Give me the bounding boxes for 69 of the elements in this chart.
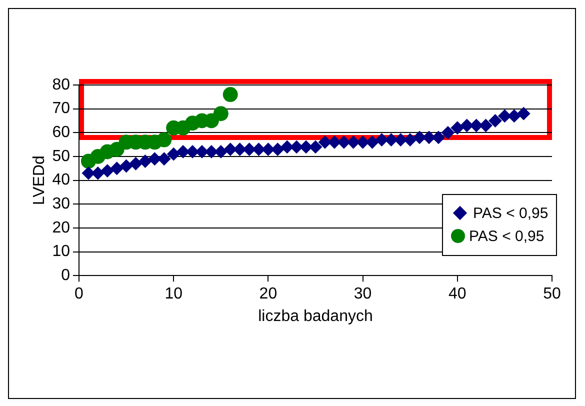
point	[156, 132, 172, 148]
point	[120, 160, 133, 173]
y-tick-label: 40	[52, 172, 70, 189]
point	[479, 119, 492, 132]
point	[517, 107, 530, 120]
point	[91, 166, 104, 180]
point	[300, 140, 313, 154]
point	[224, 142, 237, 156]
point	[280, 140, 294, 154]
point	[110, 162, 124, 175]
point	[384, 133, 398, 146]
x-axis-title: liczba badanych	[258, 308, 373, 325]
point	[404, 133, 417, 146]
point	[394, 133, 408, 146]
point	[82, 166, 95, 180]
point	[337, 136, 350, 149]
legend-label: PAS < 0,95	[473, 204, 548, 222]
x-tick-label: 50	[543, 286, 561, 303]
point	[167, 148, 180, 161]
point	[195, 145, 208, 158]
point	[271, 142, 284, 156]
point	[148, 152, 162, 166]
point	[214, 145, 228, 158]
point	[262, 142, 275, 156]
point	[222, 87, 238, 102]
point	[498, 109, 512, 122]
y-tick-label: 60	[52, 124, 70, 142]
point	[176, 145, 190, 158]
point	[508, 109, 521, 122]
point	[158, 152, 171, 166]
x-tick-label: 0	[74, 286, 84, 303]
point	[233, 142, 246, 156]
point	[204, 145, 218, 158]
point	[242, 142, 256, 156]
x-tick-label: 30	[354, 286, 372, 303]
point	[290, 140, 304, 154]
point	[470, 119, 483, 132]
y-tick-label: 10	[52, 243, 70, 260]
point	[413, 130, 426, 144]
point	[138, 154, 152, 168]
y-tick-label: 20	[52, 219, 70, 236]
point	[375, 133, 388, 146]
point	[252, 142, 266, 156]
point	[129, 157, 142, 170]
point	[422, 130, 436, 144]
point	[488, 114, 502, 128]
point	[318, 136, 332, 149]
point	[366, 136, 379, 149]
y-tick-label: 70	[52, 100, 70, 118]
y-tick-label: 80	[52, 76, 70, 94]
point	[186, 145, 200, 158]
point	[441, 126, 454, 140]
x-tick-label: 20	[259, 286, 278, 303]
y-tick-label: 50	[52, 148, 70, 165]
y-tick-label: 0	[61, 267, 70, 284]
point	[356, 136, 370, 149]
point	[309, 140, 322, 154]
y-tick-label: 30	[52, 196, 70, 213]
point	[100, 164, 114, 178]
point	[346, 136, 360, 149]
point	[460, 119, 474, 132]
point	[432, 130, 445, 144]
x-tick-label: 10	[164, 286, 183, 303]
point	[450, 121, 464, 134]
x-tick-label: 40	[448, 286, 466, 303]
point	[328, 136, 341, 149]
y-axis-title: LVEDd	[31, 156, 48, 206]
legend-label: PAS < 0,95	[469, 228, 544, 245]
point	[213, 106, 228, 122]
